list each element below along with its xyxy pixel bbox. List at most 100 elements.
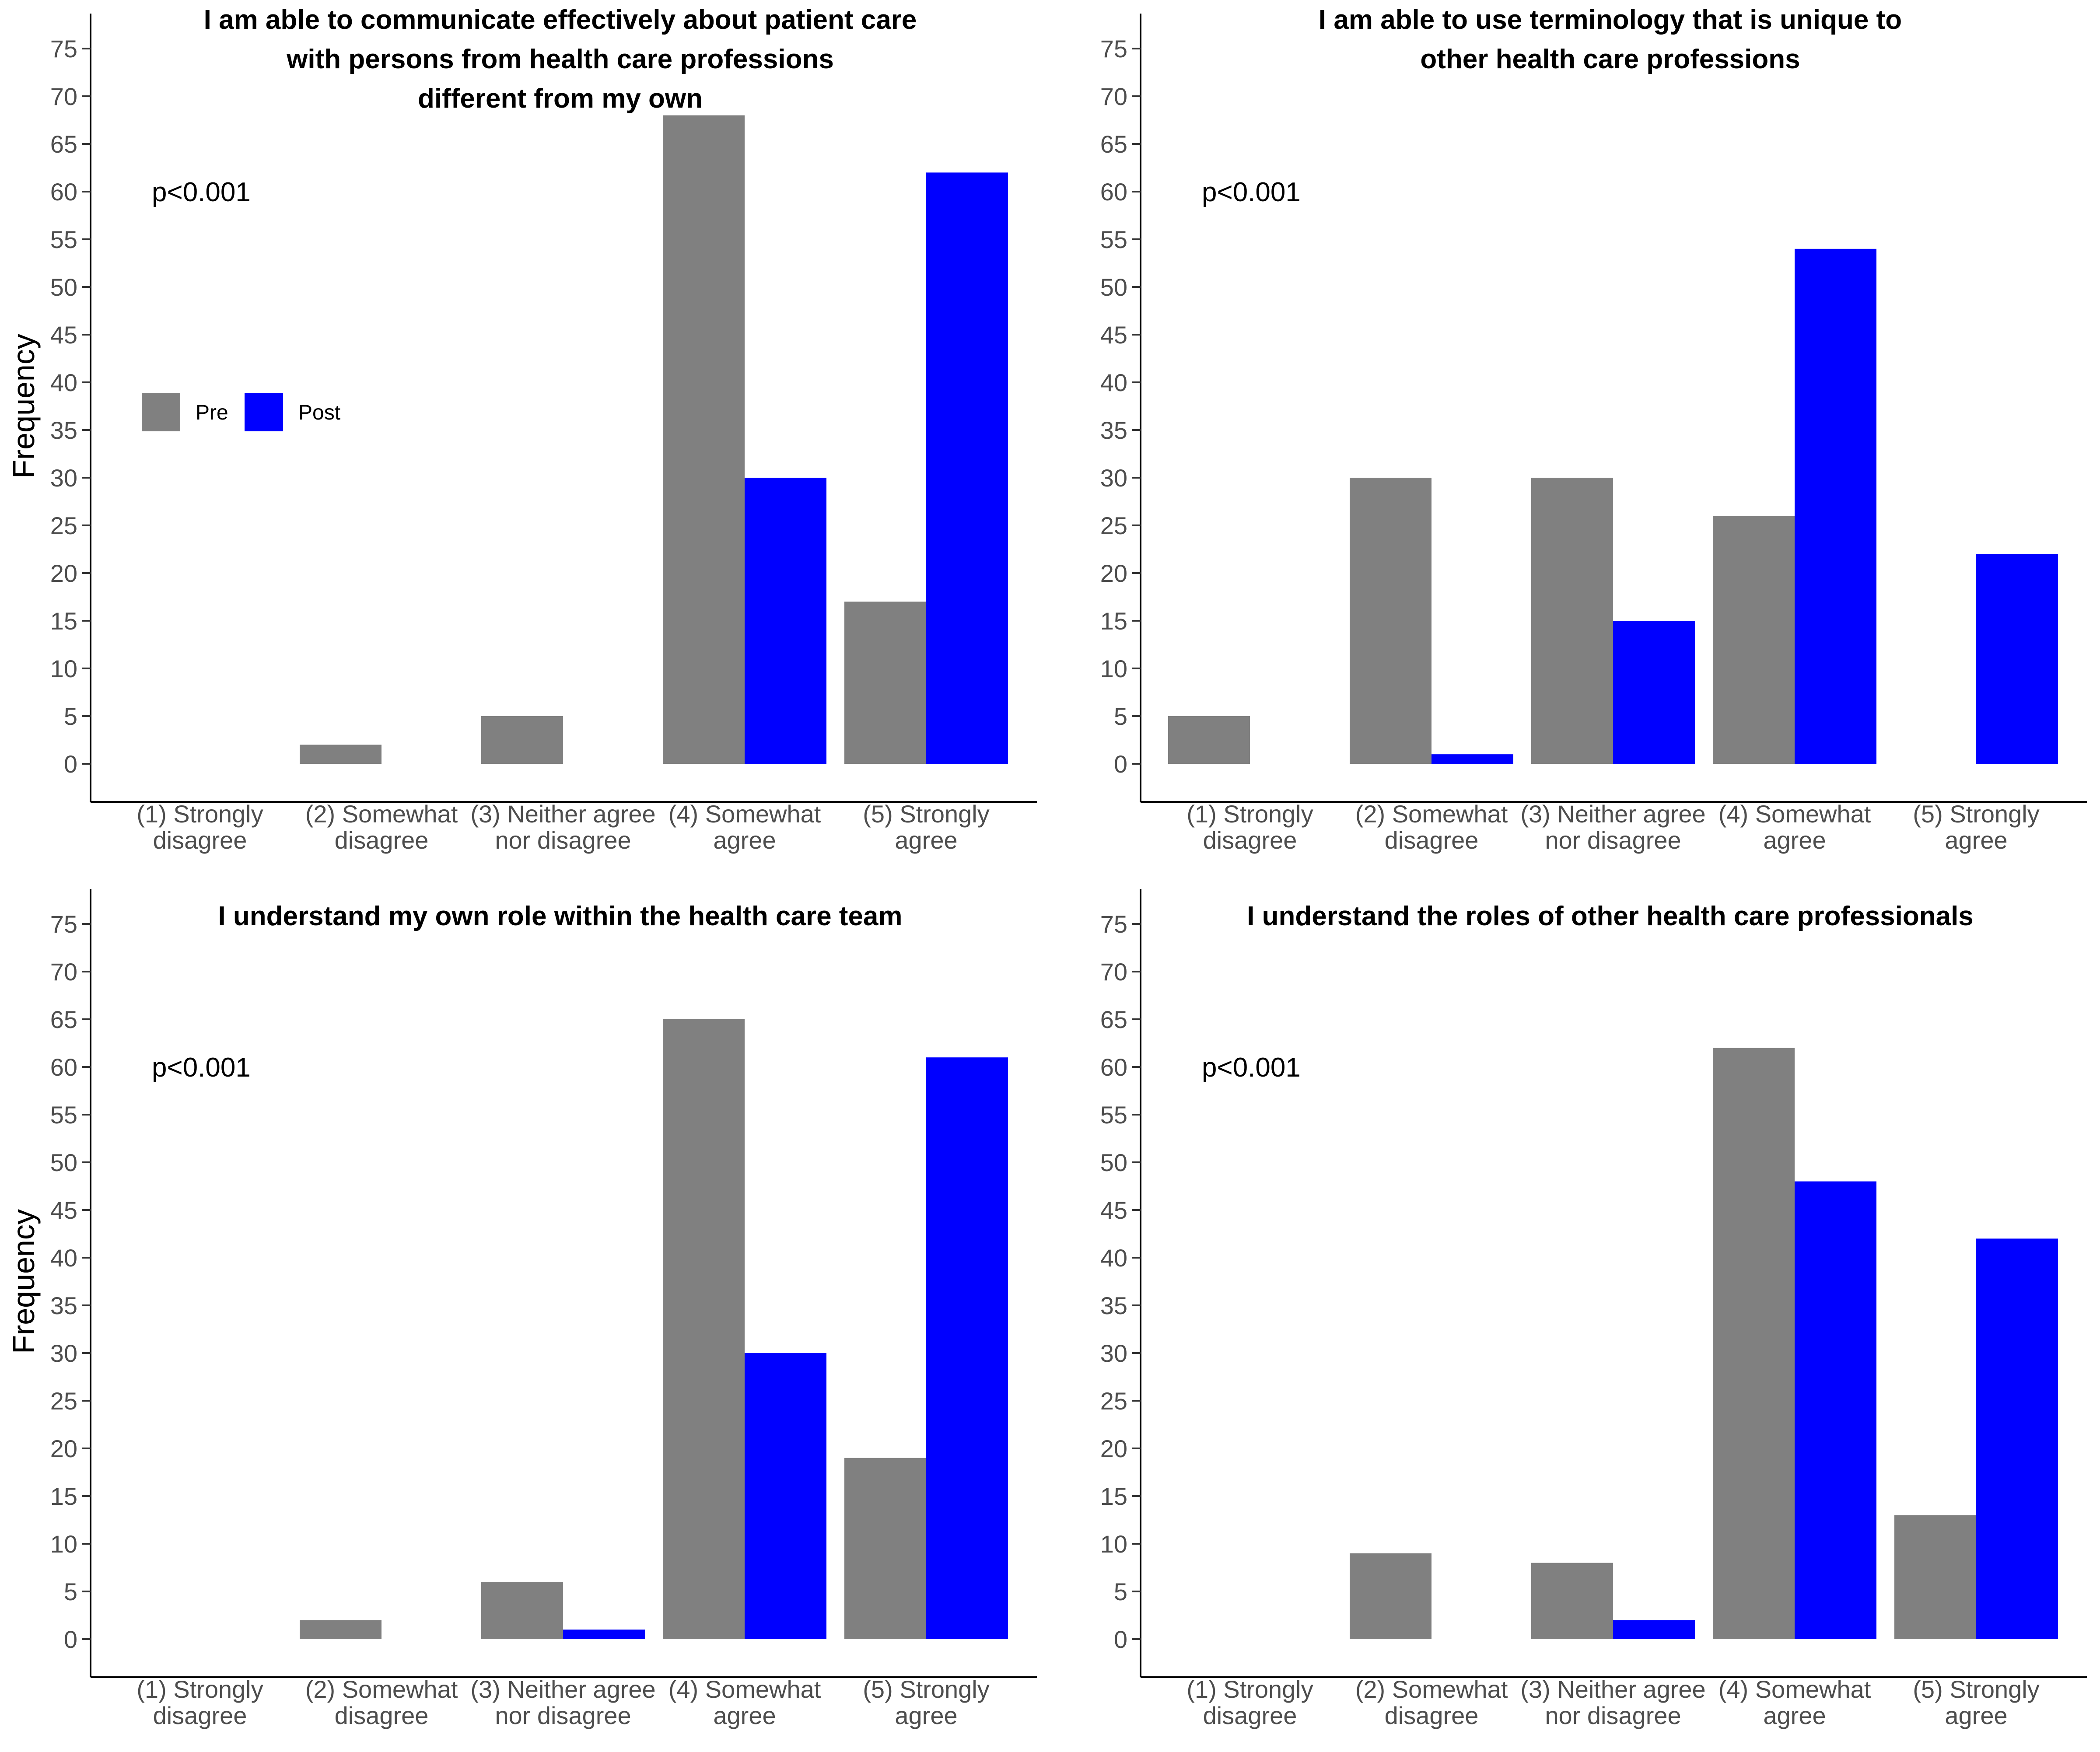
p-value-annotation: p<0.001: [1202, 177, 1301, 207]
y-tick-label: 55: [1100, 1101, 1127, 1129]
chart-title-line: I understand my own role within the heal…: [218, 901, 902, 931]
x-tick-label: disagree: [335, 826, 429, 854]
y-tick-label: 0: [1114, 750, 1127, 778]
y-tick-label: 5: [1114, 703, 1127, 730]
x-tick-label: agree: [1945, 1702, 2007, 1729]
bar-pre: [844, 1458, 926, 1639]
y-axis-title: Frequency: [7, 1209, 41, 1354]
x-tick-label: (3) Neither agree: [470, 1675, 655, 1703]
legend-label: Pre: [196, 401, 228, 424]
y-axis-title: Frequency: [7, 334, 41, 479]
y-tick-label: 30: [50, 464, 77, 492]
x-tick-label: (4) Somewhat: [1718, 1675, 1871, 1703]
x-tick-label: (2) Somewhat: [305, 800, 458, 828]
bar-pre: [663, 1019, 745, 1639]
y-tick-label: 45: [1100, 321, 1127, 349]
legend-swatch-pre: [142, 393, 180, 431]
bar-pre: [844, 601, 926, 764]
y-tick-label: 20: [50, 560, 77, 587]
x-tick-label: agree: [1763, 826, 1826, 854]
bar-pre: [300, 745, 382, 764]
y-tick-label: 30: [1100, 1339, 1127, 1367]
x-tick-label: (5) Strongly: [863, 800, 989, 828]
x-tick-label: disagree: [1385, 826, 1479, 854]
bar-pre: [1350, 478, 1432, 764]
y-tick-label: 60: [50, 178, 77, 206]
bar-pre: [1531, 1563, 1613, 1639]
y-tick-label: 55: [50, 226, 77, 253]
x-tick-label: (1) Strongly: [136, 1675, 263, 1703]
bar-post: [563, 1630, 645, 1639]
x-tick-label: (4) Somewhat: [668, 800, 821, 828]
y-tick-label: 75: [1100, 910, 1127, 938]
bar-post: [1432, 754, 1513, 764]
x-tick-label: disagree: [153, 1702, 247, 1729]
y-tick-label: 70: [1100, 958, 1127, 986]
x-tick-label: agree: [1945, 826, 2007, 854]
x-tick-label: (1) Strongly: [136, 800, 263, 828]
p-value-annotation: p<0.001: [152, 177, 251, 207]
legend-swatch-post: [245, 393, 283, 431]
bar-pre: [481, 1582, 563, 1639]
y-axis-title: Frequency: [7, 1209, 41, 1354]
y-tick-label: 25: [1100, 1387, 1127, 1415]
y-tick-label: 60: [1100, 1053, 1127, 1081]
y-tick-label: 75: [1100, 35, 1127, 63]
chart-title-line: I understand the roles of other health c…: [1247, 901, 1974, 931]
y-tick-label: 5: [1114, 1578, 1127, 1605]
y-tick-label: 60: [50, 1053, 77, 1081]
x-tick-label: (5) Strongly: [863, 1675, 989, 1703]
x-tick-label: (5) Strongly: [1913, 1675, 2039, 1703]
y-tick-label: 15: [50, 1483, 77, 1510]
y-tick-label: 20: [1100, 1435, 1127, 1462]
chart-panel-4: 051015202530354045505560657075FrequencyI…: [7, 889, 2087, 1729]
y-tick-label: 45: [50, 1196, 77, 1224]
y-tick-label: 60: [1100, 178, 1127, 206]
x-tick-label: (5) Strongly: [1913, 800, 2039, 828]
y-tick-label: 50: [1100, 1149, 1127, 1176]
y-tick-label: 25: [50, 1387, 77, 1415]
y-tick-label: 15: [50, 607, 77, 635]
y-tick-label: 10: [50, 655, 77, 682]
bar-post: [926, 172, 1008, 764]
y-tick-label: 40: [50, 369, 77, 396]
y-tick-label: 10: [50, 1530, 77, 1558]
x-tick-label: (2) Somewhat: [305, 1675, 458, 1703]
y-tick-label: 40: [50, 1244, 77, 1272]
x-tick-label: agree: [895, 826, 957, 854]
y-tick-label: 50: [50, 1149, 77, 1176]
y-tick-label: 20: [50, 1435, 77, 1462]
y-tick-label: 15: [1100, 1483, 1127, 1510]
y-tick-label: 25: [1100, 512, 1127, 539]
y-tick-label: 50: [50, 273, 77, 301]
x-tick-label: disagree: [335, 1702, 429, 1729]
y-tick-label: 65: [50, 1006, 77, 1033]
y-tick-label: 0: [64, 750, 77, 778]
y-tick-label: 10: [1100, 1530, 1127, 1558]
x-tick-label: (2) Somewhat: [1355, 1675, 1508, 1703]
chart-title-line: with persons from health care profession…: [286, 44, 834, 74]
y-tick-label: 10: [1100, 655, 1127, 682]
x-tick-label: disagree: [153, 826, 247, 854]
y-tick-label: 55: [50, 1101, 77, 1129]
x-tick-label: nor disagree: [1545, 1702, 1681, 1729]
x-tick-label: (3) Neither agree: [470, 800, 655, 828]
bar-pre: [1713, 1048, 1795, 1639]
y-tick-label: 5: [64, 1578, 77, 1605]
x-tick-label: (3) Neither agree: [1520, 1675, 1705, 1703]
y-tick-label: 40: [1100, 1244, 1127, 1272]
bar-post: [1795, 248, 1876, 764]
y-tick-label: 40: [1100, 369, 1127, 396]
y-tick-label: 30: [50, 1339, 77, 1367]
x-tick-label: nor disagree: [1545, 826, 1681, 854]
y-tick-label: 35: [1100, 1292, 1127, 1319]
y-tick-label: 20: [1100, 560, 1127, 587]
x-tick-label: nor disagree: [495, 826, 631, 854]
x-tick-label: disagree: [1203, 826, 1297, 854]
bar-pre: [481, 716, 563, 764]
p-value-annotation: p<0.001: [1202, 1053, 1301, 1083]
bar-post: [1795, 1181, 1876, 1639]
chart-title-line: different from my own: [418, 84, 703, 114]
chart-panel-1: 0 5 10 15 20 25 30 35 40 45 50 55 60 65 70 75 Frequency I…: [7, 5, 1037, 854]
